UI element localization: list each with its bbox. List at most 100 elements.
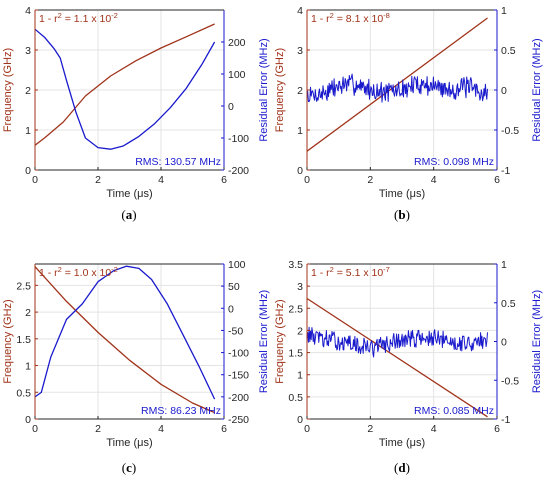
y-right-axis-label: Residual Error (MHz) [531,38,543,141]
annotation-part-sup1: 2 [58,11,62,20]
y-left-tick-label: 0 [297,165,303,177]
annotation-part-sup1: 2 [330,265,334,274]
y-right-tick-label: 50 [228,281,240,293]
y-right-tick-label: -100 [228,348,249,360]
y-right-tick-label: -100 [228,133,249,145]
y-left-tick-label: 2.5 [16,280,31,292]
grid [307,264,497,419]
y-left-tick-label: 1.5 [16,334,31,346]
y-right-tick-label: 100 [228,259,246,271]
y-right-axis-label: Residual Error (MHz) [258,38,270,141]
y-left-tick-label: 0.5 [16,387,31,399]
y-right-tick-label: -1 [501,165,510,177]
x-tick-label: 6 [221,174,227,186]
x-tick-label: 0 [304,174,310,186]
series-line-residual-error [307,326,488,358]
y-right-tick-label: -50 [228,325,243,337]
x-axis-label: Time (μs) [106,437,152,449]
panel-label: (c) [122,460,136,475]
y-right-tick-label: 100 [228,69,246,81]
x-tick-label: 6 [221,423,227,435]
panel-label: (a) [121,207,136,222]
y-left-tick-label: 4 [297,5,303,17]
annotation-part-prefix: 1 - r [39,13,58,25]
panel-label-open: ( [394,207,398,222]
x-tick-label: 6 [494,423,500,435]
chart-panel-a: 0 2 4 6 0 1 2 3 4 -200 -100 0 100 200 Time (μs) Frequen… [2,5,270,222]
series-line-frequency [307,17,488,152]
panel-label-open: ( [122,460,126,475]
x-tick-label: 4 [431,423,437,435]
x-tick-label: 0 [304,423,310,435]
x-tick-label: 0 [32,423,38,435]
panel-label: (d) [394,460,410,475]
y-left-tick-label: 0 [297,414,303,426]
annotation-part-mid: = 1.1 x 10 [62,13,111,25]
chart-panel-c: 0 2 4 6 0 0.5 1 1.5 2 2.5 -250 -200 -150 -100 -50 0 50 10… [2,259,270,475]
y-left-tick-label: 1 [297,370,303,382]
panel-label-letter: a [126,207,133,222]
panel-label-close: ) [406,460,410,475]
y-right-tick-label: 0 [501,85,507,97]
x-tick-label: 0 [32,174,38,186]
y-right-tick-label: 1 [501,259,507,271]
y-left-tick-label: 2.5 [288,303,303,315]
y-left-tick-label: 3 [25,45,31,57]
y-right-axis-label: Residual Error (MHz) [258,290,270,393]
rms-annotation: RMS: 86.23 MHz [141,405,221,417]
x-axis-label: Time (μs) [379,188,425,200]
x-tick-label: 2 [367,423,373,435]
y-right-axis-label: Residual Error (MHz) [531,290,543,393]
y-left-axis-label: Frequency (GHz) [274,299,286,383]
annotation-part-prefix: 1 - r [39,267,58,279]
series-line-residual-error [35,265,216,400]
annotation-part-sup2: -2 [111,265,118,274]
annotation-part-prefix: 1 - r [311,267,330,279]
y-right-tick-label: 0 [501,337,507,349]
x-tick-label: 4 [431,174,437,186]
grid [35,10,224,170]
y-left-tick-label: 1 [25,125,31,137]
y-left-tick-label: 2 [297,325,303,337]
y-right-tick-label: -200 [228,165,249,177]
x-tick-label: 2 [367,174,373,186]
y-left-tick-label: 1 [25,361,31,373]
y-right-tick-label: -0.5 [501,125,519,137]
panel-label-letter: d [398,460,406,475]
y-left-tick-label: 2 [297,85,303,97]
y-right-tick-label: 200 [228,37,246,49]
annotation-part-mid: = 8.1 x 10 [334,13,383,25]
y-right-tick-label: 0.5 [501,298,516,310]
series-line-residual-error [307,73,488,103]
y-right-tick-label: 0 [228,101,234,113]
annotation-part-sup2: -8 [383,11,390,20]
chart-panel-b: 0 2 4 6 0 1 2 3 4 -1 -0.5 0 0.5 1 Time (μs) Frequency (… [274,5,543,222]
y-right-tick-label: -250 [228,414,249,426]
y-left-tick-label: 0 [25,165,31,177]
panel-label-letter: c [126,460,132,475]
grid [35,264,224,419]
annotation-part-sup1: 2 [58,265,62,274]
panel-label: (b) [394,207,410,222]
x-axis-label: Time (μs) [106,188,152,200]
y-left-tick-label: 1 [297,125,303,137]
y-left-tick-label: 4 [25,5,31,17]
annotation-part-mid: = 5.1 x 10 [334,267,383,279]
r-squared-annotation: 1 - r2 = 5.1 x 10-7 [311,265,390,279]
series-line-frequency [35,266,215,414]
y-right-tick-label: 0.5 [501,45,516,57]
r-squared-annotation: 1 - r2 = 1.0 x 10-2 [39,265,118,279]
y-right-tick-label: 1 [501,5,507,17]
y-left-tick-label: 3 [297,281,303,293]
x-tick-label: 4 [158,174,164,186]
y-left-axis-label: Frequency (GHz) [2,48,14,132]
r-squared-annotation: 1 - r2 = 1.1 x 10-2 [39,11,118,25]
y-left-axis-label: Frequency (GHz) [2,299,14,383]
series-line-frequency [307,297,488,418]
y-left-axis-label: Frequency (GHz) [274,48,286,132]
y-right-tick-label: 0 [228,303,234,315]
x-axis-label: Time (μs) [379,437,425,449]
annotation-part-sup2: -7 [383,265,390,274]
y-left-tick-label: 0 [25,414,31,426]
